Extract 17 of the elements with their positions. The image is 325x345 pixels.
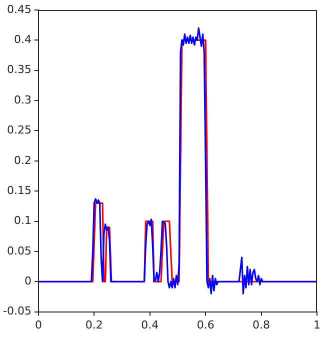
y-tick-label: 0.3 bbox=[14, 93, 32, 106]
y-tick-label: 0.25 bbox=[6, 124, 32, 137]
y-tick-label: 0 bbox=[24, 274, 32, 288]
x-tick-label: 0.8 bbox=[252, 318, 270, 332]
x-tick-label: 1 bbox=[314, 318, 320, 332]
y-tick-label: 0.35 bbox=[6, 63, 32, 76]
y-tick-label: 0.4 bbox=[14, 33, 32, 46]
y-tick-label: 0.15 bbox=[6, 184, 32, 197]
x-tick-label: 0.2 bbox=[85, 318, 103, 332]
y-tick-label: 0.2 bbox=[14, 154, 32, 167]
y-tick-label: 0.1 bbox=[14, 214, 32, 228]
x-tick-label: 0.4 bbox=[141, 318, 159, 332]
y-tick-label: -0.05 bbox=[2, 304, 32, 318]
x-tick-label: 0 bbox=[34, 318, 42, 332]
x-tick-label: 0.6 bbox=[196, 318, 214, 332]
y-tick-label: 0.45 bbox=[6, 2, 32, 16]
y-tick-label: 0.05 bbox=[6, 244, 32, 258]
